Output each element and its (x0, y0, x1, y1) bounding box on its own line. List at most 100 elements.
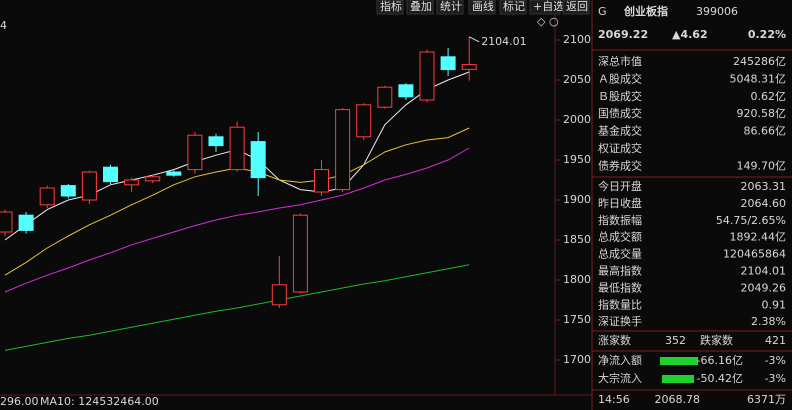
row-label: 指数量比 (598, 297, 642, 311)
flow-bar (662, 375, 694, 383)
candle-body (356, 104, 372, 138)
candle-body (335, 109, 351, 191)
y-tick-label: 2000 (563, 113, 591, 126)
row-label: 总成交量 (598, 247, 642, 261)
footer-ma5: 296.00 (0, 395, 39, 408)
candle-body (398, 84, 414, 98)
row-value: 2063.31 (741, 180, 787, 193)
y-tick-label: 2050 (563, 73, 591, 86)
quote-change: ▲4.62 (672, 28, 708, 41)
candle-body (166, 171, 182, 176)
row-value: 2049.26 (741, 281, 787, 294)
y-tick-label: 1700 (563, 353, 591, 366)
row-label: 最低指数 (598, 280, 642, 294)
toolbar-button[interactable]: 指标 (380, 0, 402, 13)
candle-body (103, 166, 118, 183)
row-label: 基金成交 (598, 124, 642, 138)
flow-bar (660, 357, 698, 365)
toolbar-button-bg[interactable] (562, 0, 590, 15)
icon-circle[interactable]: ○ (549, 15, 559, 28)
row-value: 245286亿 (733, 55, 786, 68)
up-label: 涨家数 (598, 333, 631, 347)
toolbar-button[interactable]: +自选 (533, 0, 564, 13)
tick-volume: 6371万 (747, 393, 786, 406)
flow-value: -66.16亿 (697, 354, 743, 367)
row-value: 920.58亿 (737, 107, 787, 120)
down-count: 421 (765, 334, 786, 347)
y-tick-label: 1950 (563, 153, 591, 166)
row-label: 债券成交 (598, 158, 642, 172)
row-value: 2064.60 (741, 197, 787, 210)
row-label: 最高指数 (598, 264, 642, 278)
candle-body (419, 51, 435, 101)
up-count: 352 (665, 334, 686, 347)
toolbar-button[interactable]: 统计 (440, 0, 462, 13)
quote-price: 2069.22 (598, 28, 648, 41)
row-label: 深总市值 (598, 54, 642, 68)
candle-body (39, 187, 55, 206)
candle-body (208, 136, 224, 147)
annotation-leader (468, 36, 480, 43)
y-tick-label: 1900 (563, 193, 591, 206)
flow-label: 大宗流入 (598, 371, 642, 385)
toolbar-button[interactable]: 叠加 (410, 0, 432, 13)
row-value: 0.62亿 (751, 90, 787, 103)
candle-body (292, 214, 308, 293)
toolbar-button-bg[interactable] (376, 0, 404, 15)
candle-body (60, 185, 76, 197)
row-value: 54.75/2.65% (716, 214, 786, 227)
row-value: 2104.01 (741, 265, 787, 278)
toolbar-button-bg[interactable] (436, 0, 464, 15)
toolbar-button-bg[interactable] (468, 0, 496, 15)
toolbar-button[interactable]: 返回 (566, 0, 588, 13)
toolbar-button-bg[interactable] (499, 0, 527, 15)
toolbar-button[interactable]: 标记 (503, 0, 525, 13)
candle-body (0, 211, 13, 233)
candle-body (145, 176, 161, 182)
candle-body (81, 171, 97, 201)
flow-percent: -3% (765, 372, 786, 385)
row-value: 0.91 (762, 298, 787, 311)
high-annotation: 2104.01 (481, 35, 527, 48)
toolbar-button-bg[interactable] (406, 0, 434, 15)
toolbar-button[interactable]: 画线 (472, 0, 494, 13)
flow-value: -50.42亿 (697, 372, 743, 385)
flow-percent: -3% (765, 354, 786, 367)
row-value: 120465864 (723, 248, 786, 261)
row-value: 86.66亿 (744, 125, 787, 138)
row-label: 国债成交 (598, 106, 642, 120)
corner-label: 4 (0, 19, 7, 32)
footer-ma10: MA10: 124532464.00 (40, 395, 159, 408)
row-label: 指数振幅 (598, 213, 642, 227)
quote-percent: 0.22% (748, 28, 786, 41)
y-tick-label: 2100 (563, 33, 591, 46)
candle-body (18, 214, 34, 231)
index-name: 创业板指 (623, 4, 668, 18)
toolbar-button-bg[interactable] (529, 0, 561, 15)
candle-body (250, 141, 266, 179)
candle-body (187, 134, 203, 171)
market-tag: G (598, 5, 607, 18)
candle-body (461, 64, 477, 70)
row-label: Ｂ股成交 (598, 89, 642, 103)
row-label: Ａ股成交 (598, 71, 642, 85)
row-label: 总成交额 (598, 230, 642, 244)
row-label: 权证成交 (598, 141, 642, 155)
icon-diamond[interactable]: ◇ (537, 15, 546, 28)
row-label: 昨日收盘 (598, 196, 642, 210)
candle-body (271, 284, 287, 306)
row-value: 1892.44亿 (730, 231, 787, 244)
row-value: 149.70亿 (737, 159, 787, 172)
row-label: 今日开盘 (598, 179, 642, 193)
row-value: 2.38% (751, 315, 786, 328)
ma-line (4, 264, 470, 351)
y-tick-label: 1750 (563, 313, 591, 326)
candle-body (377, 86, 393, 108)
down-label: 跌家数 (700, 333, 733, 347)
candle-body (124, 179, 140, 186)
ma-line (4, 147, 470, 293)
candle-body (440, 56, 456, 71)
candle-body (314, 169, 329, 193)
